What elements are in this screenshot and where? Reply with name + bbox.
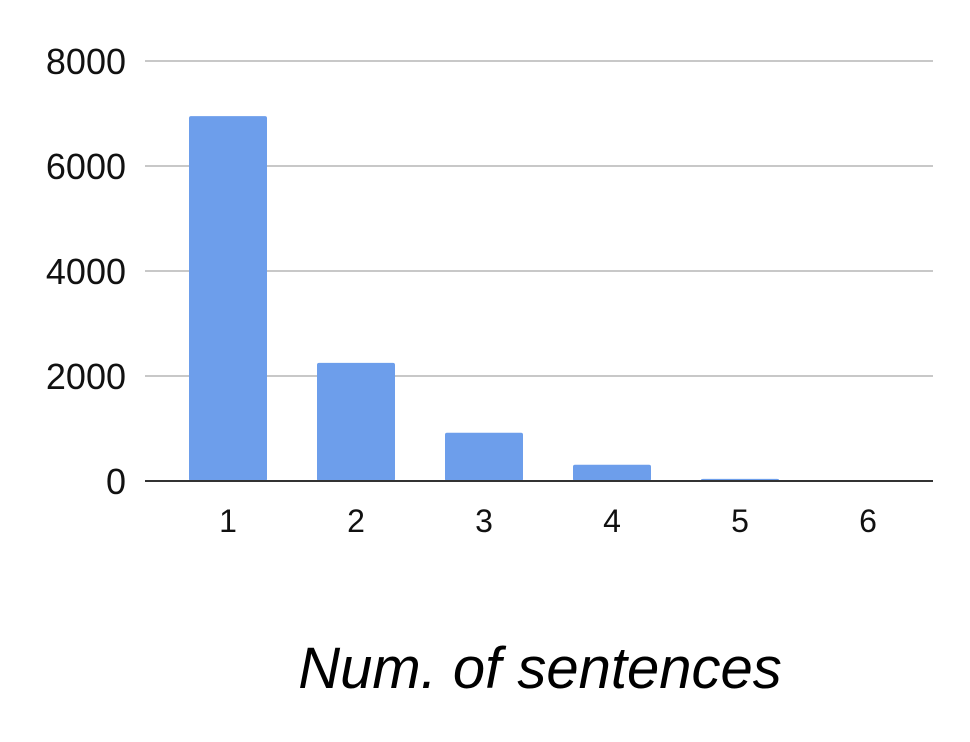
bar-1 [189, 116, 267, 481]
bar-4 [573, 464, 651, 481]
bar-3 [445, 432, 523, 481]
x-axis-label: Num. of sentences [298, 636, 782, 701]
x-tick-label: 5 [731, 503, 749, 539]
y-tick-label: 6000 [46, 146, 126, 187]
y-axis: 0 2000 4000 6000 8000 [46, 41, 126, 502]
x-axis: 1 2 3 4 5 6 [145, 480, 933, 539]
x-tick-label: 6 [859, 503, 877, 539]
bar-2 [317, 362, 395, 481]
x-tick-label: 4 [603, 503, 621, 539]
x-tick-label: 2 [347, 503, 365, 539]
y-tick-label: 8000 [46, 41, 126, 82]
x-tick-label: 1 [219, 503, 237, 539]
y-tick-label: 4000 [46, 251, 126, 292]
y-tick-label: 2000 [46, 356, 126, 397]
gridlines [145, 60, 933, 377]
y-tick-label: 0 [106, 461, 126, 502]
x-tick-label: 3 [475, 503, 493, 539]
bars [189, 116, 907, 481]
